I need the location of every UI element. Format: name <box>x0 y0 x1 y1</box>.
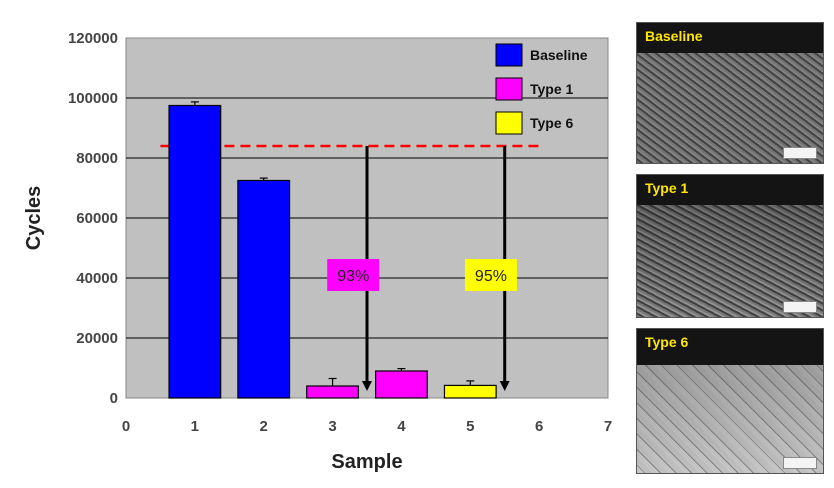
legend-label: Type 6 <box>530 115 574 131</box>
legend-swatch <box>495 111 523 135</box>
micrograph-label: Type 6 <box>645 334 689 350</box>
y-tick-label: 80000 <box>76 150 118 167</box>
x-tick-label: 7 <box>604 418 612 435</box>
annotation-box <box>464 259 517 291</box>
bar <box>306 385 359 399</box>
x-tick-label: 6 <box>535 418 543 435</box>
bars <box>168 101 497 399</box>
micrograph-label: Type 1 <box>645 180 689 196</box>
bar <box>168 104 222 399</box>
x-tick-label: 4 <box>397 418 406 435</box>
legend-label: Type 1 <box>530 81 574 97</box>
legend-swatch <box>495 77 523 101</box>
x-axis-title: Sample <box>331 451 402 473</box>
bar <box>375 370 428 399</box>
bar <box>237 179 291 399</box>
annotation-label: 95% <box>475 268 507 285</box>
legend: Baseline Type 1 Type 6 <box>495 43 588 135</box>
x-tick-labels: 0 1 2 3 4 5 6 7 <box>122 418 612 435</box>
chart: 93% 95% 0 20000 40000 60000 80000 100000 120000… <box>23 30 612 473</box>
y-axis-title: Cycles <box>23 186 45 251</box>
annotation-box <box>327 259 380 291</box>
legend-swatch <box>495 43 523 67</box>
micrograph-label: Baseline <box>645 28 703 44</box>
scale-bar <box>783 147 817 159</box>
annotation-label: 93% <box>337 268 369 285</box>
legend-label: Baseline <box>530 47 588 63</box>
scale-bar <box>783 301 817 313</box>
x-tick-label: 1 <box>191 418 199 435</box>
y-tick-label: 0 <box>110 390 118 407</box>
y-tick-label: 100000 <box>68 90 118 107</box>
y-tick-label: 20000 <box>76 330 118 347</box>
x-tick-label: 3 <box>328 418 336 435</box>
micrograph-baseline: Baseline <box>636 22 824 164</box>
y-tick-label: 60000 <box>76 210 118 227</box>
micrograph-type-6: Type 6 <box>636 328 824 474</box>
annotations: 93% 95% <box>327 259 517 291</box>
scale-bar <box>783 457 817 469</box>
y-tick-label: 120000 <box>68 30 118 47</box>
y-tick-label: 40000 <box>76 270 118 287</box>
bar <box>443 384 497 399</box>
y-tick-labels: 0 20000 40000 60000 80000 100000 120000 <box>68 30 118 407</box>
x-tick-label: 0 <box>122 418 130 435</box>
micrograph-type-1: Type 1 <box>636 174 824 318</box>
x-tick-label: 2 <box>260 418 268 435</box>
x-tick-label: 5 <box>466 418 474 435</box>
